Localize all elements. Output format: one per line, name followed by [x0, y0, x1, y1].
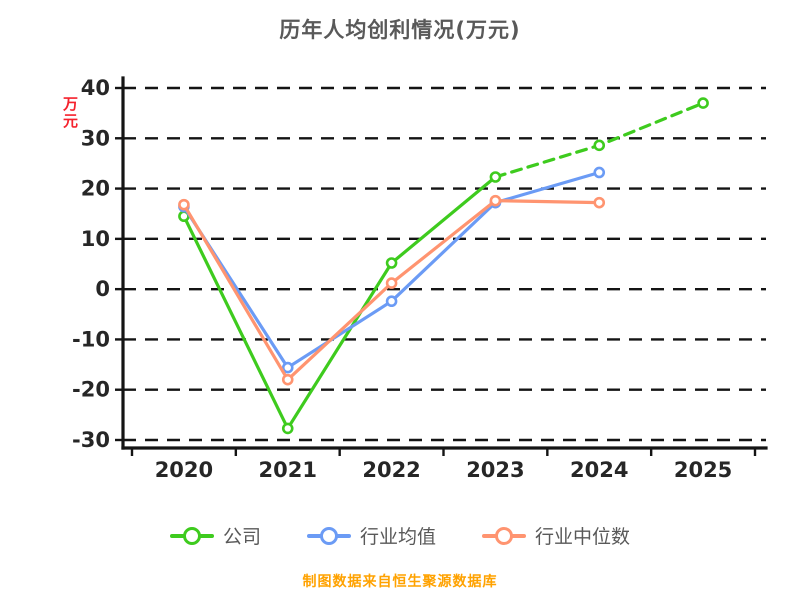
y-tick-label: -20: [72, 378, 110, 402]
x-tick-label: 2022: [362, 458, 420, 482]
legend-marker-industry-average-icon: [306, 526, 351, 545]
data-point-公司[interactable]: [697, 97, 709, 109]
legend-marker-company-icon: [169, 526, 214, 545]
y-tick-label: -10: [72, 327, 110, 351]
data-point-行业中位数[interactable]: [178, 198, 190, 211]
chart-title: 历年人均创利情况(万元): [279, 18, 521, 42]
data-point-行业均值[interactable]: [593, 166, 606, 179]
legend-label-company: 公司: [222, 526, 261, 548]
y-tick-label: 40: [81, 76, 110, 100]
data-point-公司[interactable]: [281, 422, 294, 435]
y-tick-label: -30: [72, 428, 110, 452]
legend-marker-industry-median-icon: [482, 526, 526, 545]
legend-item-industry-average[interactable]: 行业均值: [306, 522, 436, 549]
data-point-行业中位数[interactable]: [281, 373, 294, 386]
chart-footer-source: 制图数据来自恒生聚源数据库: [302, 574, 498, 590]
series-line-公司: [182, 175, 498, 431]
x-tick-label: 2025: [674, 458, 732, 482]
legend-label-industry-average: 行业均值: [359, 526, 436, 548]
data-point-公司[interactable]: [593, 139, 606, 152]
x-tick-label: 2024: [570, 458, 628, 482]
x-tick-label: 2023: [466, 458, 524, 482]
x-tick-label: 2021: [259, 458, 317, 482]
chart-legend: 公司 行业均值 行业中位数: [0, 522, 800, 549]
y-tick-label: 20: [81, 177, 110, 201]
y-axis-label: 万元: [61, 96, 79, 130]
y-tick-label: 0: [95, 277, 110, 301]
y-tick-label: 30: [81, 126, 110, 150]
data-point-行业均值[interactable]: [385, 295, 398, 308]
y-tick-label: 10: [81, 227, 110, 251]
data-point-行业中位数[interactable]: [385, 277, 398, 289]
data-point-行业均值[interactable]: [281, 361, 294, 374]
data-point-公司[interactable]: [489, 171, 502, 183]
legend-item-industry-median[interactable]: 行业中位数: [482, 522, 630, 549]
x-tick-label: 2020: [155, 458, 213, 482]
data-point-行业中位数[interactable]: [489, 194, 502, 207]
legend-label-industry-median: 行业中位数: [535, 526, 631, 548]
data-point-行业中位数[interactable]: [593, 196, 606, 209]
data-point-公司[interactable]: [385, 257, 398, 269]
legend-item-company[interactable]: 公司: [169, 522, 261, 549]
